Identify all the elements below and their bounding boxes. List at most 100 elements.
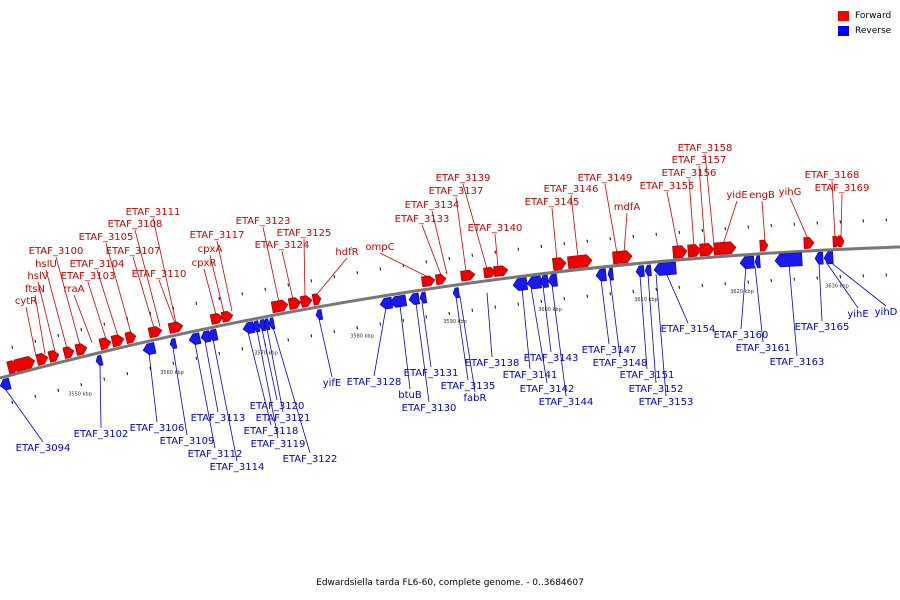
gene-label-ETAF_3118: ETAF_3118: [244, 426, 299, 437]
reverse-gene[interactable]: [814, 251, 824, 265]
tick-lower: [34, 394, 36, 398]
tick-lower: [816, 276, 818, 280]
reverse-gene[interactable]: [644, 264, 652, 277]
reverse-gene[interactable]: [452, 287, 461, 299]
reverse-gene-shape: [95, 354, 104, 367]
forward-gene[interactable]: [35, 352, 49, 366]
reverse-gene[interactable]: [389, 294, 408, 308]
connector-ETAF_3102: [99, 364, 102, 429]
reverse-gene[interactable]: [258, 319, 267, 332]
forward-gene-shape: [47, 350, 60, 363]
forward-gene[interactable]: [74, 342, 88, 357]
gene-label-yidE: yidE: [726, 190, 747, 201]
forward-gene[interactable]: [220, 310, 234, 323]
reverse-gene[interactable]: [263, 318, 271, 331]
reverse-gene[interactable]: [547, 273, 558, 287]
forward-gene[interactable]: [567, 254, 593, 270]
reverse-gene[interactable]: [754, 255, 761, 269]
forward-gene[interactable]: [552, 257, 567, 271]
reverse-gene-shape: [258, 319, 267, 332]
reverse-gene[interactable]: [419, 291, 428, 304]
reverse-gene[interactable]: [200, 330, 212, 344]
forward-gene[interactable]: [460, 269, 476, 282]
forward-gene[interactable]: [832, 235, 840, 248]
forward-gene[interactable]: [672, 245, 688, 259]
forward-gene[interactable]: [420, 275, 436, 288]
tick-lower: [218, 351, 220, 356]
tick-lower: [793, 277, 795, 281]
gene-label-ETAF_3100: ETAF_3100: [29, 246, 84, 257]
forward-gene[interactable]: [299, 295, 313, 308]
forward-gene[interactable]: [147, 325, 163, 339]
reverse-gene[interactable]: [207, 328, 219, 342]
gene-label-ETAF_3154: ETAF_3154: [661, 324, 716, 335]
reverse-gene[interactable]: [242, 321, 256, 335]
scale-label: 3560 kbp: [160, 370, 184, 376]
forward-gene[interactable]: [837, 235, 845, 248]
forward-gene[interactable]: [687, 244, 702, 258]
forward-gene[interactable]: [124, 331, 137, 345]
forward-gene[interactable]: [287, 297, 302, 311]
reverse-gene[interactable]: [595, 268, 607, 282]
gene-label-ETAF_3156: ETAF_3156: [662, 168, 717, 179]
reverse-gene[interactable]: [526, 275, 543, 290]
forward-gene-shape: [299, 295, 313, 308]
reverse-gene[interactable]: [188, 332, 202, 346]
forward-gene-shape: [13, 355, 36, 373]
reverse-gene[interactable]: [315, 309, 324, 321]
forward-gene[interactable]: [98, 337, 112, 351]
gene-label-ETAF_3160: ETAF_3160: [714, 330, 769, 341]
tick-upper: [839, 220, 841, 224]
tick-upper: [103, 322, 105, 326]
reverse-gene[interactable]: [408, 292, 421, 305]
reverse-gene[interactable]: [379, 296, 394, 310]
gene-label-btuB: btuB: [398, 390, 422, 401]
reverse-gene[interactable]: [607, 267, 614, 281]
gene-label-ETAF_3105: ETAF_3105: [79, 232, 134, 243]
reverse-gene[interactable]: [739, 255, 755, 270]
tick-upper: [195, 301, 197, 305]
reverse-gene[interactable]: [512, 277, 529, 292]
forward-gene[interactable]: [13, 355, 36, 373]
gene-label-hslV: hslV: [27, 271, 48, 282]
reverse-gene[interactable]: [539, 274, 550, 288]
connector-engB: [761, 200, 766, 242]
tick-upper: [11, 345, 13, 349]
forward-gene[interactable]: [699, 243, 715, 257]
forward-gene[interactable]: [619, 250, 633, 264]
forward-gene[interactable]: [717, 241, 737, 256]
forward-gene[interactable]: [493, 265, 509, 278]
forward-gene-shape: [147, 326, 163, 339]
reverse-gene[interactable]: [252, 320, 261, 333]
forward-gene[interactable]: [759, 239, 769, 252]
tick-lower: [11, 400, 13, 404]
tick-lower: [563, 297, 565, 301]
reverse-gene[interactable]: [95, 354, 104, 367]
reverse-gene[interactable]: [169, 337, 178, 350]
reverse-gene[interactable]: [0, 377, 12, 391]
scale-label: 3550 kbp: [68, 391, 92, 397]
reverse-gene[interactable]: [823, 251, 834, 265]
forward-gene[interactable]: [311, 293, 322, 306]
forward-gene[interactable]: [110, 334, 125, 348]
tick-lower: [448, 311, 450, 316]
reverse-gene[interactable]: [635, 265, 645, 278]
forward-gene[interactable]: [483, 266, 497, 279]
forward-gene[interactable]: [434, 273, 447, 286]
forward-gene[interactable]: [803, 237, 815, 249]
reverse-gene[interactable]: [774, 252, 803, 268]
forward-gene[interactable]: [62, 346, 75, 360]
legend-forward[interactable]: Forward: [838, 8, 891, 23]
forward-gene[interactable]: [47, 349, 60, 363]
gene-label-ETAF_3103: ETAF_3103: [61, 271, 116, 282]
gene-label-ETAF_3112: ETAF_3112: [188, 449, 243, 460]
forward-gene[interactable]: [270, 299, 289, 314]
reverse-gene[interactable]: [653, 261, 677, 276]
forward-gene-shape: [220, 310, 234, 323]
legend-reverse[interactable]: Reverse: [838, 23, 891, 38]
connector-ETAF_3109: [172, 347, 188, 436]
gene-label-ETAF_3110: ETAF_3110: [132, 269, 187, 280]
reverse-gene[interactable]: [142, 342, 157, 356]
reverse-gene[interactable]: [268, 317, 276, 330]
tick-upper: [632, 234, 634, 239]
